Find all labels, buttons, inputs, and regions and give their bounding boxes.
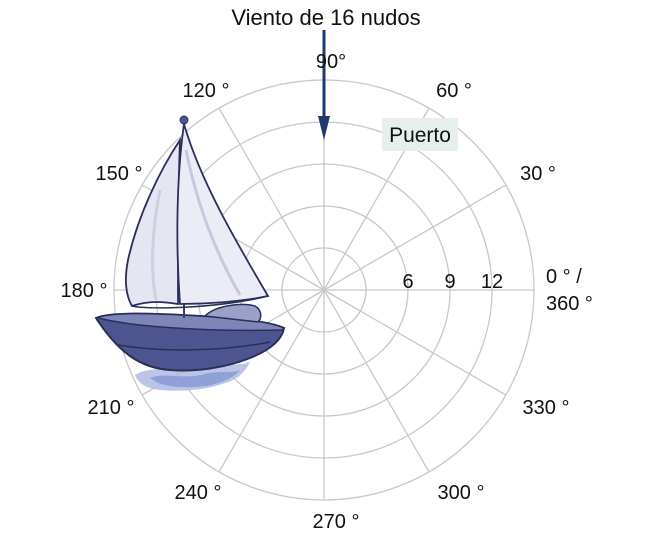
angle-label-0: 0 ° /: [546, 266, 582, 288]
grid-spoke-240: [218, 289, 325, 473]
angle-label-180: 180 °: [61, 280, 108, 302]
radial-label-6: 6: [402, 271, 413, 293]
angle-label-330: 330 °: [523, 397, 570, 419]
diagram-title: Viento de 16 nudos: [231, 5, 420, 30]
radial-label-12: 12: [481, 271, 503, 293]
angle-label-150: 150 °: [96, 163, 143, 185]
angle-label-210: 210 °: [88, 397, 135, 419]
sailboat-illustration: [94, 115, 286, 391]
angle-label-360: 360 °: [546, 293, 593, 315]
angle-label-120: 120 °: [183, 80, 230, 102]
radial-label-9: 9: [444, 271, 455, 293]
grid-spoke-30: [323, 184, 507, 291]
down-arrow-icon: [318, 30, 330, 140]
angle-label-60: 60 °: [436, 80, 472, 102]
angle-label-270: 270 °: [313, 511, 360, 533]
angle-label-90: 90°: [316, 51, 346, 73]
grid-spoke-300: [323, 289, 430, 473]
grid-spoke-120: [218, 107, 325, 291]
port-label: Puerto: [389, 124, 451, 147]
port-label-box: [382, 118, 458, 151]
grid-spoke-330: [323, 289, 507, 396]
angle-label-240: 240 °: [175, 482, 222, 504]
angle-label-30: 30 °: [520, 163, 556, 185]
angle-label-300: 300 °: [438, 482, 485, 504]
